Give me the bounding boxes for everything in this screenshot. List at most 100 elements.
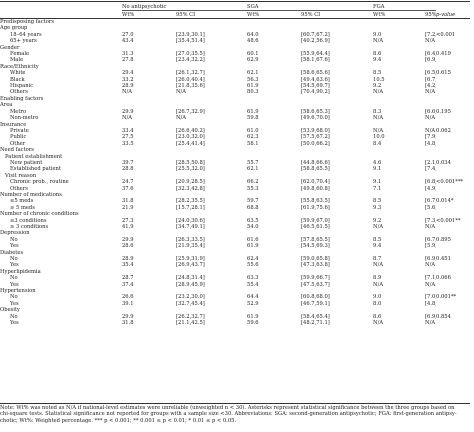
cell-fga-ci: [7.2,10.8] [425, 31, 437, 38]
row-label: Hispanic [10, 83, 34, 90]
cell-none-ci: [28.2,35.5] [176, 198, 205, 205]
row-label: Age group [0, 25, 28, 32]
cell-pvalue [436, 19, 470, 26]
cell-fga-wt: N/A [373, 281, 384, 288]
cell-fga-ci: N/A [425, 127, 436, 134]
cell-none-ci: [23.4,32.2] [176, 57, 205, 64]
cell-sga-ci: [59.9,66.7] [301, 275, 330, 282]
cell-none-wt: 27.5 [122, 134, 134, 141]
row-label: Patient establishment [5, 153, 63, 160]
cell-sga-ci: [55.8,63.5] [301, 198, 330, 205]
cell-sga-wt: 59.6 [247, 320, 259, 327]
table-row: Diabetes [0, 250, 470, 256]
row-label: No [10, 313, 18, 320]
cell-none-ci: [20.9,28.5] [176, 179, 205, 186]
row-label: No [10, 294, 18, 301]
cell-fga-ci: N/A [425, 320, 436, 327]
header-wt: Wt% [247, 10, 302, 19]
header-blank [436, 1, 471, 11]
row-label: Enabling factors [0, 95, 44, 102]
cell-none-ci: [32.7,45.4] [176, 300, 205, 307]
cell-pvalue: 0.034 [436, 159, 451, 166]
table-row: Yes 35.4 [26.9,43.7] 55.6 [47.3,63.8] N/A N/A [0, 262, 470, 268]
cell-fga-wt: 8.0 [373, 300, 382, 307]
cell-sga-ci: [54.5,69.3] [301, 243, 330, 250]
cell-sga-wt: 56.3 [247, 76, 259, 83]
table-row: Number of medications [0, 192, 470, 198]
header-wt: Wt% [373, 10, 426, 19]
note-line: chotic; Wt%: Weighted percentage. *** p … [0, 417, 237, 424]
cell-fga-ci: [7.1,10.8] [425, 275, 437, 282]
cell-fga-ci [425, 19, 436, 26]
cell-none-ci: [15.7,28.1] [176, 204, 205, 211]
cell-fga-ci: [7.0,11.0] [425, 294, 437, 301]
cell-none-ci: [26.6,40.2] [176, 127, 205, 134]
table-row: No 28.9 [25.9,31.9] 62.4 [59.0,65.8] 8.7 [6.9,… [0, 256, 470, 262]
cell-none-wt: 29.9 [122, 236, 134, 243]
cell-fga-wt: N/A [373, 89, 384, 96]
row-label: Yes [10, 300, 19, 307]
table-row: Black 33.2 [26.0,40.4] 56.3 [49.4,63.6] 10.5 [… [0, 77, 470, 83]
row-label: ≤5 meds [10, 198, 34, 205]
cell-none-wt: N/A [122, 115, 133, 122]
table-row: Visit reason [0, 173, 470, 179]
cell-fga-ci: [6.9,10.4] [425, 256, 437, 263]
cell-fga-ci: [6.9,11.3] [425, 57, 437, 64]
cell-fga-wt: 9.1 [373, 179, 382, 186]
cell-sga-wt: 58.1 [247, 140, 259, 147]
cell-none-wt: 24.7 [122, 179, 134, 186]
cell-none-wt: 28.6 [122, 243, 134, 250]
cell-fga-wt: 9.4 [373, 243, 382, 250]
cell-sga-ci: [44.8,66.6] [301, 159, 330, 166]
cell-none-ci: [26.3,33.5] [176, 236, 205, 243]
cell-sga-wt: 55.4 [247, 281, 259, 288]
cell-fga-wt: 8.6 [373, 51, 382, 58]
cell-sga-ci [301, 19, 373, 26]
cell-none-wt: 39.1 [122, 300, 134, 307]
cell-fga-wt: 8.6 [373, 313, 382, 320]
row-label: 18–64 years [10, 31, 42, 38]
cell-none-ci: [34.7,49.1] [176, 224, 205, 230]
cell-fga-ci: [4.9,9.5] [425, 185, 436, 192]
cell-sga-ci: [58.1,67.6] [301, 57, 330, 64]
table-row: Public 27.5 [23.0,32.0] 62.3 [57.5,67.2] 10.0… [0, 134, 470, 140]
cell-fga-wt: 8.9 [373, 275, 382, 282]
cell-pvalue: 0.419 [436, 51, 451, 58]
row-label: Hyperlipidemia [0, 268, 41, 275]
table-row: 18–64 years 27.0 [23.9,30.1] 64.0 [60.7,67.2… [0, 32, 470, 38]
cell-fga-ci: [5.9,13.0] [425, 243, 437, 250]
table-row: Private 33.4 [26.6,40.2] 61.0 [53.9,68.0] N/A… [0, 128, 470, 134]
table-row: Established patient 28.8 [25.5,32.0] 62.1 [5… [0, 166, 470, 172]
cell-sga-wt: 48.6 [247, 38, 259, 45]
cell-fga-wt: 8.5 [373, 236, 382, 243]
row-label: Metro [10, 108, 27, 115]
cell-none-ci: [35.4,51.4] [176, 38, 205, 45]
row-label: Other [10, 140, 26, 147]
cell-pvalue: <0.001** [436, 217, 461, 224]
cell-none-ci: [21.8,35.6] [176, 83, 205, 90]
table-row: 65+ years 43.4 [35.4,51.4] 48.6 [40.2,56.9] N… [0, 38, 470, 44]
cell-none-wt: 31.3 [122, 51, 134, 58]
cell-sga-wt: 55.7 [247, 159, 259, 166]
cell-fga-ci: N/A [425, 224, 436, 230]
cell-sga-ci: [54.5,69.7] [301, 83, 330, 90]
cell-fga-ci: N/A [425, 281, 436, 288]
note-line: chi-square tests. Statistical significan… [0, 411, 457, 418]
row-label: New patient [10, 159, 43, 166]
cell-fga-ci: [7.9,12.0] [425, 134, 437, 141]
row-label: Male [10, 57, 24, 64]
cell-fga-wt: N/A [373, 38, 384, 45]
cell-none-wt: 37.6 [122, 185, 134, 192]
cell-sga-wt: 61.0 [247, 127, 259, 134]
table-row: No 28.7 [24.8,31.4] 63.3 [59.9,66.7] 8.9 [7.1,… [0, 275, 470, 281]
cell-sga-ci: [53.9,68.0] [301, 127, 330, 134]
table-row: Enabling factors [0, 96, 470, 102]
row-label: White [10, 70, 26, 77]
cell-none-wt [122, 19, 176, 26]
cell-fga-wt [373, 19, 425, 26]
table-row: Others 37.6 [32.3,42.8] 55.3 [49.8,60.8] 7.1 [… [0, 186, 470, 192]
cell-none-wt: 33.4 [122, 127, 134, 134]
cell-fga-wt: 8.7 [373, 256, 382, 263]
row-label: Public [10, 134, 27, 141]
cell-fga-ci: [2.1,7.1] [425, 159, 436, 166]
